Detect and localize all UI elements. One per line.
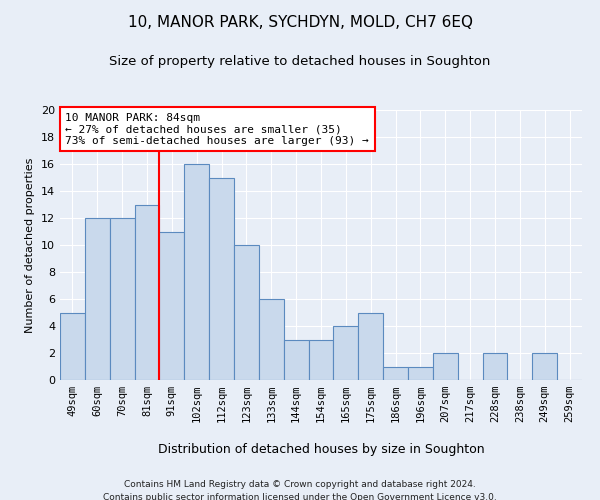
Bar xyxy=(234,245,259,380)
Bar xyxy=(160,232,184,380)
Bar xyxy=(60,312,85,380)
Bar xyxy=(334,326,358,380)
Bar xyxy=(482,353,508,380)
Text: Contains HM Land Registry data © Crown copyright and database right 2024.: Contains HM Land Registry data © Crown c… xyxy=(124,480,476,489)
Bar xyxy=(408,366,433,380)
Bar xyxy=(259,299,284,380)
Bar xyxy=(184,164,209,380)
Bar xyxy=(383,366,408,380)
Bar xyxy=(85,218,110,380)
Bar xyxy=(358,312,383,380)
Bar xyxy=(134,204,160,380)
Y-axis label: Number of detached properties: Number of detached properties xyxy=(25,158,35,332)
Bar xyxy=(308,340,334,380)
Text: Distribution of detached houses by size in Soughton: Distribution of detached houses by size … xyxy=(158,442,484,456)
Bar xyxy=(284,340,308,380)
Text: Size of property relative to detached houses in Soughton: Size of property relative to detached ho… xyxy=(109,55,491,68)
Bar xyxy=(110,218,134,380)
Text: 10, MANOR PARK, SYCHDYN, MOLD, CH7 6EQ: 10, MANOR PARK, SYCHDYN, MOLD, CH7 6EQ xyxy=(128,15,473,30)
Text: Contains public sector information licensed under the Open Government Licence v3: Contains public sector information licen… xyxy=(103,492,497,500)
Bar xyxy=(433,353,458,380)
Bar xyxy=(532,353,557,380)
Bar xyxy=(209,178,234,380)
Text: 10 MANOR PARK: 84sqm
← 27% of detached houses are smaller (35)
73% of semi-detac: 10 MANOR PARK: 84sqm ← 27% of detached h… xyxy=(65,112,369,146)
